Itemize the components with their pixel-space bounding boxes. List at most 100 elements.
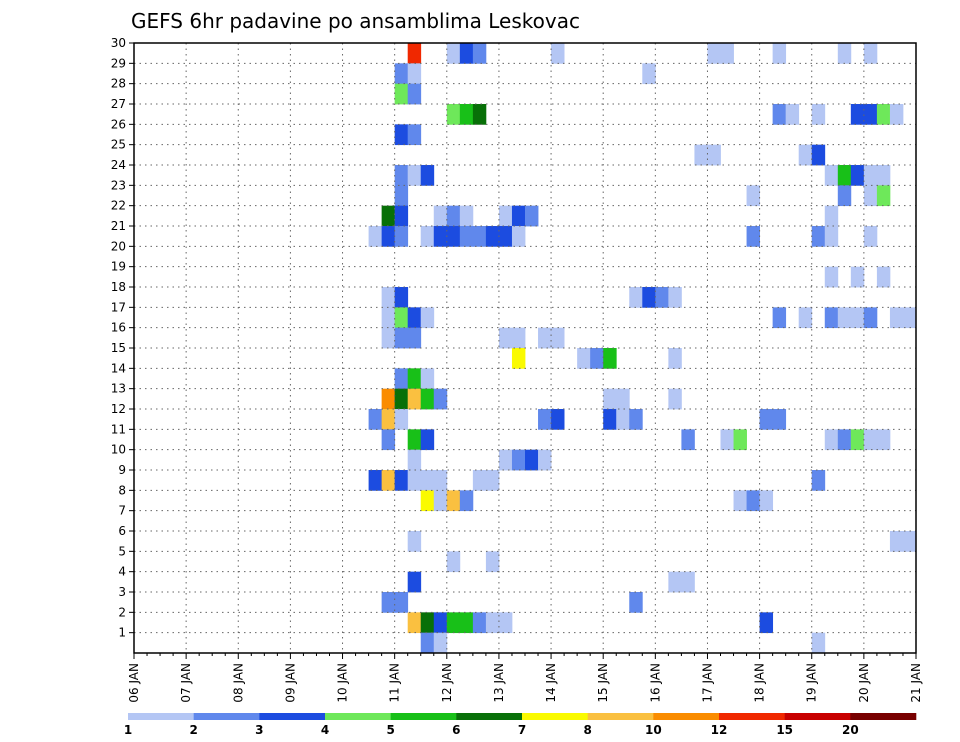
heatmap-cell	[590, 348, 604, 369]
heatmap-cell	[407, 124, 422, 146]
heatmap-cell	[433, 226, 448, 247]
heatmap-cell	[420, 490, 435, 512]
heatmap-cell	[551, 409, 565, 430]
heatmap-cell	[381, 429, 396, 451]
heatmap-cell	[902, 307, 917, 329]
colorbar-label: 4	[321, 723, 329, 737]
heatmap-cell	[759, 490, 774, 512]
heatmap-cell	[811, 104, 826, 125]
heatmap-cell	[407, 449, 422, 471]
heatmap-cell	[668, 388, 682, 410]
y-tick-label: 29	[111, 56, 126, 70]
colorbar-label: 7	[518, 723, 526, 737]
y-tick-label: 24	[111, 158, 126, 172]
x-tick-label: 19 JAN	[805, 663, 819, 703]
heatmap-cell	[433, 490, 448, 512]
heatmap-cell	[394, 165, 409, 186]
heatmap-cell	[381, 307, 396, 329]
y-tick-label: 4	[118, 565, 126, 579]
x-tick-label: 18 JAN	[753, 663, 767, 703]
heatmap-cell	[863, 104, 878, 125]
y-tick-label: 19	[111, 260, 126, 274]
heatmap-cell	[681, 429, 695, 451]
heatmap-cell	[420, 165, 435, 186]
y-tick-label: 18	[111, 280, 126, 294]
heatmap-cell	[381, 470, 396, 491]
heatmap-cell	[538, 409, 552, 430]
heatmap-cell	[811, 226, 826, 247]
x-tick-label: 17 JAN	[700, 663, 714, 703]
y-tick-label: 16	[111, 321, 126, 335]
heatmap-cell	[394, 409, 409, 430]
heatmap-cell	[720, 43, 734, 64]
colorbar-swatch	[128, 713, 194, 720]
heatmap-cell	[668, 571, 682, 593]
heatmap-cell	[902, 531, 917, 552]
colorbar: 1 2 3 4 5 6 7 8 10 12 15 20	[124, 713, 917, 737]
heatmap-cell	[407, 43, 422, 64]
heatmap-cell	[850, 104, 865, 125]
heatmap-cell	[446, 43, 461, 64]
heatmap-cell	[876, 165, 891, 186]
y-axis: 1234567891011121314151617181920212223242…	[111, 36, 134, 640]
heatmap-cell	[811, 144, 826, 166]
heatmap-cell	[420, 470, 435, 491]
heatmap-cell	[394, 592, 409, 613]
y-tick-label: 10	[111, 443, 126, 457]
heatmap-cell	[485, 551, 500, 573]
heatmap-cell	[446, 104, 461, 125]
colorbar-label: 6	[452, 723, 460, 737]
heatmap-cell	[863, 165, 878, 186]
heatmap-cell	[407, 571, 422, 593]
heatmap-cell	[420, 612, 435, 634]
y-tick-label: 15	[111, 341, 126, 355]
heatmap-cell	[876, 266, 891, 288]
heatmap-cell	[811, 470, 826, 491]
heatmap-cell	[824, 266, 839, 288]
heatmap-cell	[837, 429, 852, 451]
heatmap-cell	[407, 612, 422, 634]
heatmap-cell	[603, 348, 617, 369]
heatmap-cell	[420, 388, 435, 410]
heatmap-cell	[538, 449, 552, 471]
grid-layer	[134, 43, 916, 653]
heatmap-cell	[707, 43, 721, 64]
heatmap-cell	[420, 368, 435, 390]
heatmap-cell	[498, 205, 513, 227]
heatmap-cell	[459, 205, 474, 227]
heatmap-cell	[551, 327, 565, 349]
heatmap-cell	[811, 632, 826, 654]
heatmap-cell	[472, 43, 487, 64]
heatmap-cell	[824, 429, 839, 451]
heatmap-cell	[407, 63, 422, 85]
heatmap-cell	[642, 287, 656, 308]
heatmap-cell	[525, 205, 539, 227]
colorbar-swatch	[719, 713, 785, 720]
colorbar-label: 12	[711, 723, 728, 737]
heatmap-cell	[368, 226, 383, 247]
heatmap-cell	[446, 205, 461, 227]
heatmap-cell	[525, 449, 539, 471]
x-tick-label: 15 JAN	[596, 663, 610, 703]
heatmap-cell	[863, 429, 878, 451]
y-tick-label: 5	[118, 544, 126, 558]
y-tick-label: 26	[111, 117, 126, 131]
heatmap-cell	[381, 409, 396, 430]
heatmap-cell	[446, 551, 461, 573]
heatmap-cell	[433, 470, 448, 491]
heatmap-cell	[368, 409, 383, 430]
colorbar-swatch	[456, 713, 523, 720]
heatmap-cell	[498, 612, 513, 634]
x-tick-label: 09 JAN	[283, 663, 297, 703]
heatmap-cell	[420, 307, 435, 329]
colorbar-swatch	[390, 713, 457, 720]
heatmap-cell	[837, 185, 852, 207]
heatmap-cell	[381, 388, 396, 410]
heatmap-cell	[720, 429, 734, 451]
y-tick-label: 3	[118, 585, 126, 599]
heatmap-cell	[407, 165, 422, 186]
heatmap-cell	[889, 531, 904, 552]
heatmap-cell	[394, 226, 409, 247]
heatmap-cell	[538, 327, 552, 349]
heatmap-cell	[837, 307, 852, 329]
